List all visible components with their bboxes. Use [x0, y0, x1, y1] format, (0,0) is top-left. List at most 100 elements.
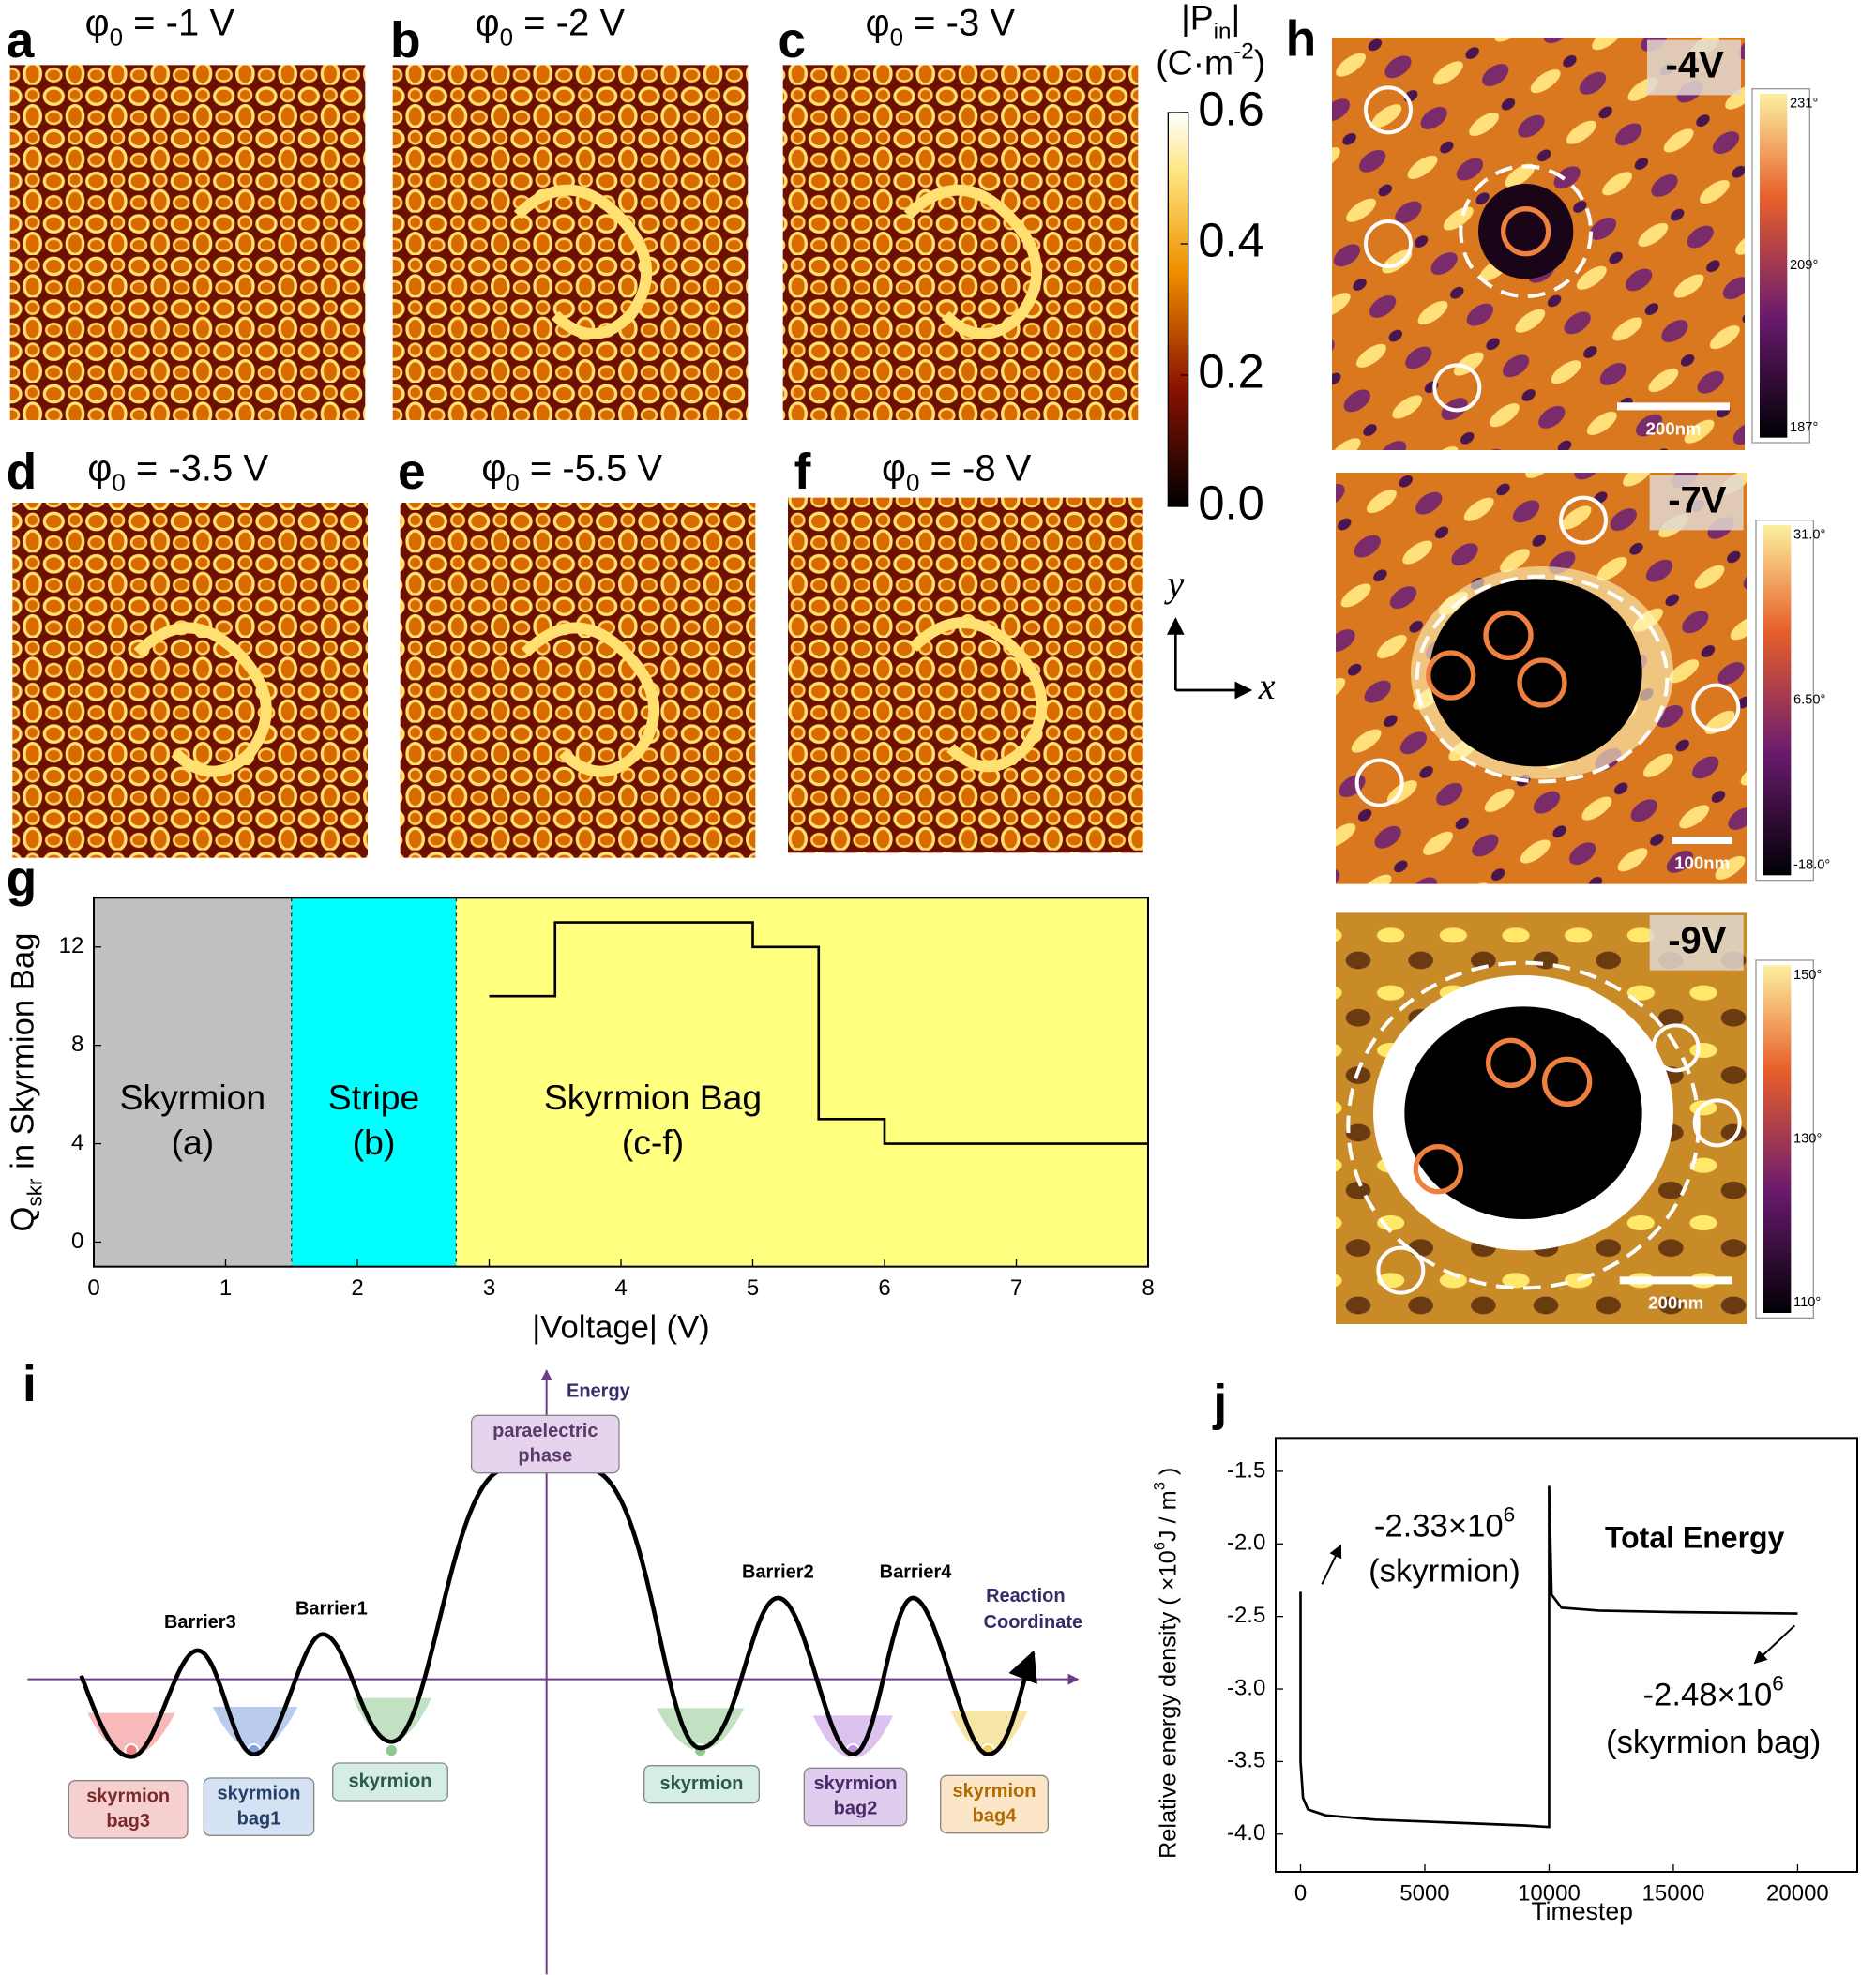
panel-letter: a	[7, 13, 35, 68]
data-line	[489, 921, 1148, 1145]
skyrmion-marker	[1376, 1245, 1426, 1295]
colorbar-title-part: |P	[1181, 0, 1214, 37]
annotation-part: (skyrmion)	[1369, 1553, 1520, 1589]
afm-colorbar	[1760, 94, 1788, 438]
panel-letter: c	[778, 13, 806, 68]
skyrmion-marker	[1517, 657, 1567, 708]
panel-letter: h	[1286, 11, 1317, 67]
state-label: bag3	[106, 1811, 150, 1832]
y-tick-label: -3.5	[1227, 1748, 1265, 1773]
afm-colorbar	[1763, 525, 1792, 876]
annotation-part: (skyrmion bag)	[1606, 1725, 1821, 1760]
x-tick-label: 7	[1010, 1275, 1022, 1301]
panel-letter: i	[23, 1357, 37, 1412]
domain-image	[9, 65, 366, 420]
afm-colorbar-label: -18.0°	[1793, 858, 1830, 873]
panel-label-sub: 0	[906, 468, 919, 496]
afm-colorbar-label: 150°	[1793, 968, 1822, 983]
annotation-sup: 6	[1772, 1672, 1784, 1696]
domain-image	[788, 497, 1143, 853]
y-tick-label: -2.0	[1227, 1530, 1265, 1556]
bag-outline	[1415, 574, 1670, 784]
domain-image	[392, 65, 749, 420]
state-box	[803, 1767, 908, 1827]
data-line	[1299, 1485, 1798, 1829]
skyrmion-marker	[1541, 1056, 1593, 1107]
afm-colorbar-label: 187°	[1790, 420, 1818, 435]
afm-colorbar-label: 110°	[1793, 1295, 1821, 1310]
region	[291, 897, 457, 1267]
scale-bar	[1672, 837, 1732, 844]
dark-region	[1430, 579, 1642, 767]
x-tick-label: 0	[1294, 1880, 1307, 1906]
bag-outline	[1346, 960, 1701, 1290]
annotation: (skyrmion)	[1369, 1553, 1520, 1589]
panel-label-part: φ	[87, 447, 112, 489]
skyrmion-marker	[1651, 1023, 1701, 1073]
axis-title: Reaction	[986, 1586, 1065, 1606]
state-box	[643, 1764, 760, 1804]
skyrmion-marker	[1364, 219, 1413, 268]
scale-bar-label: 100nm	[1674, 852, 1730, 872]
x-tick-label: 3	[483, 1275, 495, 1301]
afm-colorbar-label: 231°	[1790, 97, 1818, 112]
panel-label-part: = -2 V	[513, 2, 625, 43]
panel-label-sub: 0	[890, 23, 903, 52]
state-label: paraelectric	[492, 1421, 598, 1441]
skyrmion-marker	[1500, 206, 1551, 257]
annotation: Total Energy	[1605, 1521, 1785, 1555]
stripe-domain	[521, 622, 660, 777]
colorbar-unit-part: (C·m	[1156, 42, 1233, 82]
panel-label-part: φ	[476, 2, 500, 43]
skyrmion-marker	[1432, 363, 1482, 413]
annotation-part: Total Energy	[1605, 1521, 1785, 1555]
y-tick-label: -3.0	[1227, 1675, 1265, 1700]
colorbar-title: |Pin|	[1181, 0, 1240, 44]
panel-letter: b	[390, 13, 421, 68]
colorbar-title-part: |	[1232, 0, 1241, 37]
voltage-box	[1649, 915, 1744, 971]
region	[94, 897, 292, 1267]
voltage-label: -4V	[1666, 45, 1725, 86]
barrier-label: Barrier2	[742, 1562, 814, 1583]
x-tick-label: 8	[1142, 1275, 1154, 1301]
x-tick-label: 2	[351, 1275, 363, 1301]
y-tick-label: 8	[71, 1032, 83, 1057]
energy-well	[353, 1697, 431, 1741]
panel-label-sub: 0	[506, 468, 519, 496]
afm-colorbar-label: 6.50°	[1793, 693, 1825, 708]
x-tick-label: 5000	[1399, 1880, 1449, 1906]
y-axis-title-part: )	[1155, 1468, 1181, 1482]
x-tick-label: 20000	[1766, 1880, 1829, 1906]
panel-letter: j	[1212, 1376, 1227, 1431]
axis-hint-y: y	[1163, 563, 1184, 605]
state-dot	[384, 1742, 399, 1758]
region-panel: (b)	[353, 1123, 396, 1162]
annotation-part: -2.48×10	[1643, 1677, 1773, 1712]
state-box	[332, 1762, 448, 1802]
panel-label-part: φ	[481, 447, 506, 489]
x-tick-label: 10000	[1518, 1880, 1581, 1906]
y-tick-label: -1.5	[1227, 1457, 1265, 1483]
voltage-label: -7V	[1668, 480, 1727, 521]
panel-label: φ0 = -3.5 V	[87, 447, 268, 496]
axis-title: Coordinate	[984, 1612, 1083, 1633]
colorbar-tick-label: 0.2	[1198, 344, 1263, 398]
state-label: skyrmion	[953, 1781, 1036, 1802]
x-tick-label: 15000	[1642, 1880, 1705, 1906]
voltage-label: -9V	[1668, 920, 1727, 961]
state-label: bag1	[237, 1808, 281, 1829]
energy-well	[212, 1707, 298, 1750]
panel-letter: g	[7, 852, 38, 907]
afm-colorbar-label: 130°	[1793, 1132, 1822, 1147]
colorbar-unit: (C·m-2)	[1156, 38, 1265, 82]
panel-label: φ0 = -8 V	[882, 447, 1032, 496]
panel-label-part: = -3 V	[903, 2, 1015, 43]
y-axis-title-sup: 3	[1152, 1482, 1169, 1490]
scale-bar	[1617, 402, 1730, 411]
panel-label-part: = -3.5 V	[126, 447, 269, 489]
y-axis-title-sup: 6	[1152, 1542, 1169, 1550]
y-tick-label: 12	[59, 933, 84, 958]
